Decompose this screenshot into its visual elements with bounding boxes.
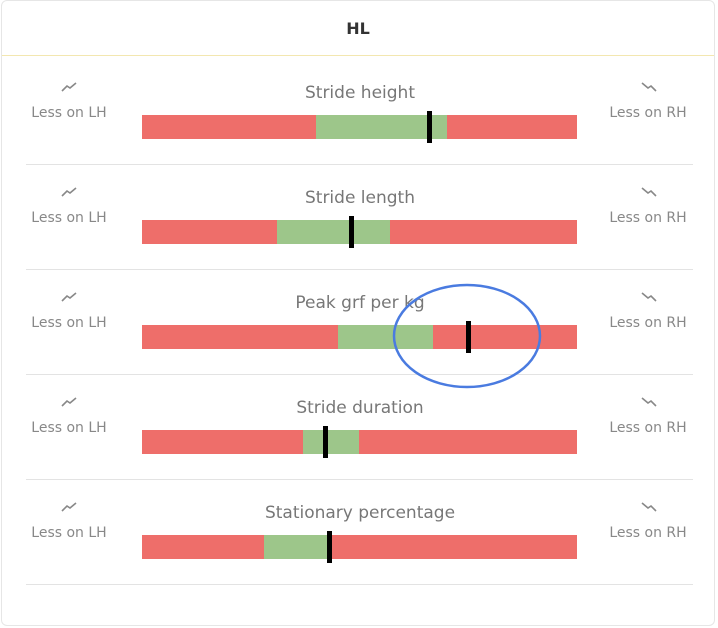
separator	[26, 584, 693, 585]
trend-icon	[61, 502, 77, 512]
separator	[26, 374, 693, 375]
left-label: Less on LH	[31, 315, 107, 331]
range-bar	[142, 216, 577, 248]
right-label: Less on RH	[609, 210, 687, 226]
right-label: Less on RH	[609, 420, 687, 436]
metric-title: Stride duration	[296, 398, 424, 418]
normal-range	[302, 430, 360, 454]
metric-title: Stride length	[304, 188, 415, 208]
separator	[26, 164, 693, 165]
normal-range	[337, 325, 434, 349]
metric-title: Stationary percentage	[264, 503, 456, 523]
right-label: Less on RH	[609, 105, 687, 121]
metric-row: Stationary percentage Less on LH Less on R…	[2, 479, 716, 585]
metric-row: Stride duration Less on LH Less on RH	[2, 374, 716, 480]
normal-range	[263, 535, 330, 559]
left-label: Less on LH	[31, 105, 107, 121]
right-label: Less on RH	[609, 525, 687, 541]
left-label: Less on LH	[31, 210, 107, 226]
left-label: Less on LH	[31, 525, 107, 541]
separator	[26, 479, 693, 480]
trend-icon	[641, 502, 657, 512]
metric-title: Peak grf per kg	[295, 293, 425, 313]
trend-icon	[61, 187, 77, 197]
normal-range	[316, 115, 447, 139]
range-bar	[142, 531, 577, 563]
normal-range	[276, 220, 390, 244]
trend-icon	[641, 292, 657, 302]
value-marker	[427, 111, 433, 143]
value-marker	[466, 321, 472, 353]
metric-title: Stride height	[304, 83, 415, 103]
range-bar	[142, 321, 577, 353]
value-marker	[322, 426, 328, 458]
separator	[26, 269, 693, 270]
trend-icon	[641, 187, 657, 197]
value-marker	[327, 531, 333, 563]
right-label: Less on RH	[609, 315, 687, 331]
range-bar	[142, 426, 577, 458]
metric-row: Peak grf per kg Less on LH Less on RH	[2, 269, 716, 375]
card-title: HL	[2, 1, 714, 56]
trend-icon	[61, 82, 77, 92]
left-label: Less on LH	[31, 420, 107, 436]
range-bar	[142, 111, 577, 143]
value-marker	[348, 216, 354, 248]
trend-icon	[641, 397, 657, 407]
metric-row: Stride height Less on LH Less on RH	[2, 59, 716, 165]
trend-icon	[61, 397, 77, 407]
metric-row: Stride length Less on LH Less on RH	[2, 164, 716, 270]
trend-icon	[61, 292, 77, 302]
trend-icon	[641, 82, 657, 92]
